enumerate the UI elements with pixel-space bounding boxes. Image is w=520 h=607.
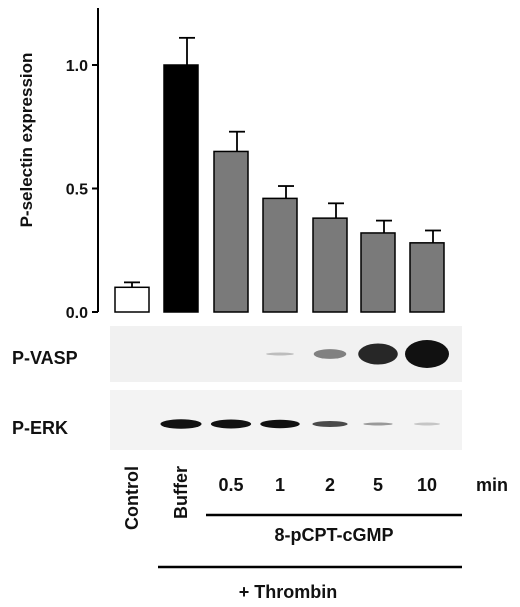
blot-label-p-vasp: P-VASP (12, 348, 78, 368)
category-label: 10 (417, 475, 437, 495)
blot-band (405, 340, 449, 368)
blot-panel-p-erk (110, 390, 462, 450)
bar (312, 217, 348, 313)
blot-band (160, 419, 202, 429)
y-axis-label: P-selectin expression (17, 53, 36, 228)
blot-band (363, 422, 393, 426)
blot-band (266, 352, 294, 356)
y-tick-label: 0.0 (66, 305, 88, 322)
bar (114, 286, 150, 313)
category-label: Control (122, 466, 142, 530)
blot-background (110, 326, 462, 382)
blot-band (313, 349, 347, 359)
bar (163, 64, 199, 313)
bars (114, 36, 445, 313)
bar (360, 232, 396, 313)
blot-bands (266, 340, 449, 368)
y-tick-label: 0.5 (66, 182, 88, 199)
time-unit-label: min (476, 475, 508, 495)
blot-band (413, 422, 441, 426)
y-tick-label: 1.0 (66, 58, 88, 75)
blot-label-p-erk: P-ERK (12, 418, 68, 438)
category-label: Buffer (171, 466, 191, 519)
category-label: 2 (325, 475, 335, 495)
y-axis: 0.0 0.5 1.0 (66, 8, 99, 322)
bar (213, 150, 249, 313)
treatment-label: 8-pCPT-cGMP (274, 525, 393, 545)
bar (409, 242, 445, 313)
blot-bands (160, 419, 441, 429)
blot-band (210, 419, 252, 429)
category-labels: Control Buffer 0.5 1 2 5 10 (122, 466, 437, 530)
category-label: 1 (275, 475, 285, 495)
blot-band (312, 421, 348, 427)
blot-panel-p-vasp (110, 326, 462, 382)
category-label: 0.5 (218, 475, 243, 495)
stimulus-label: + Thrombin (239, 582, 338, 602)
blot-band (358, 343, 398, 365)
bar (262, 197, 298, 313)
category-label: 5 (373, 475, 383, 495)
blot-band (260, 419, 300, 429)
